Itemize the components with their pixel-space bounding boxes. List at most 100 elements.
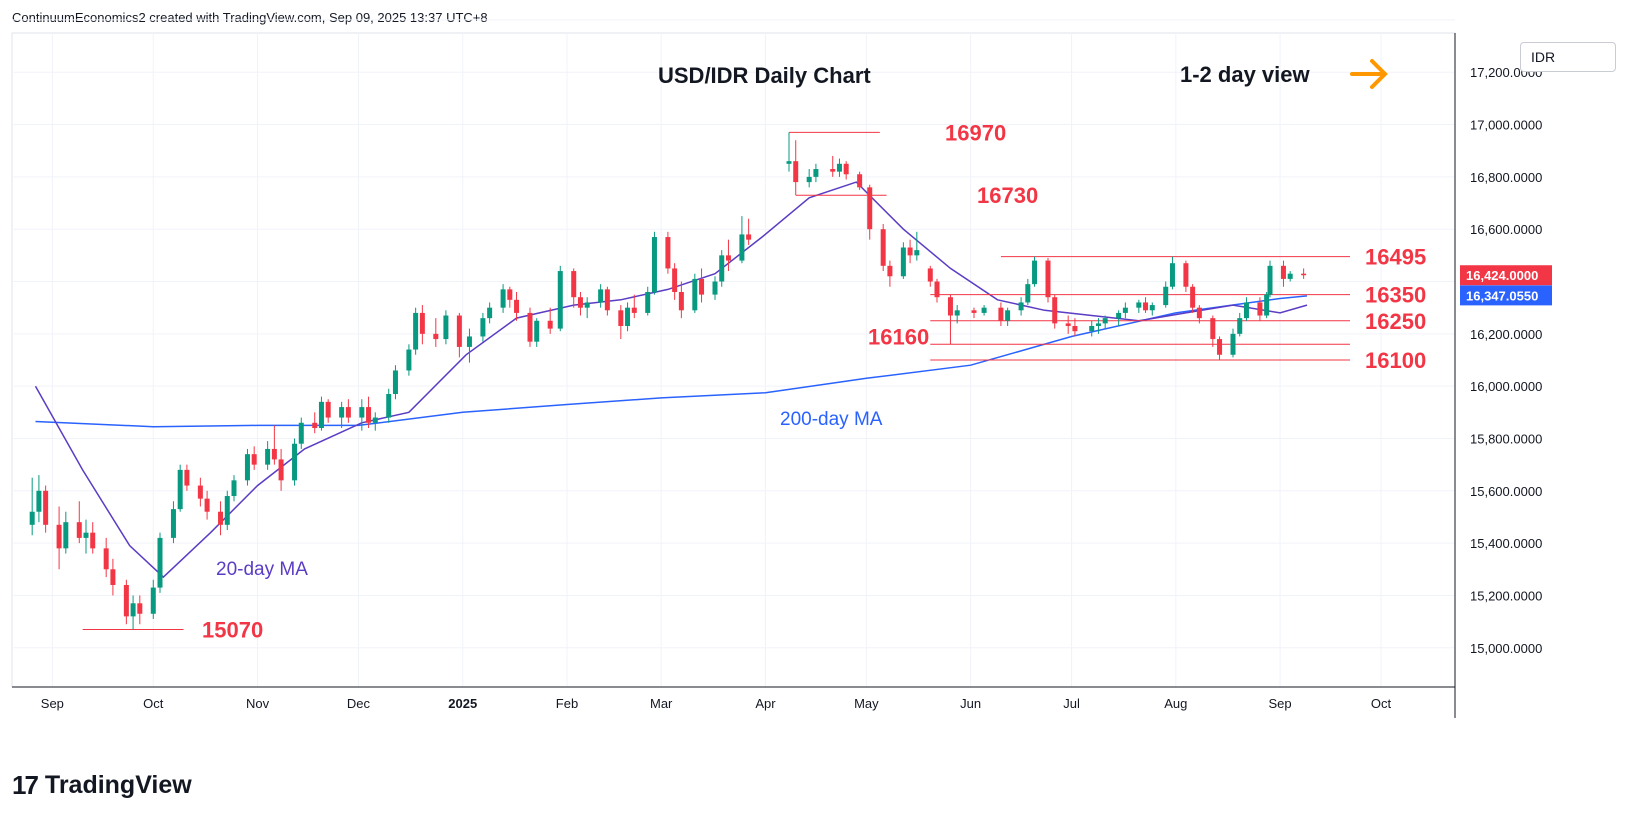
candle-body: [857, 174, 863, 188]
candle-body: [1089, 325, 1095, 332]
tradingview-wordmark: TradingView: [44, 771, 192, 799]
candle-body: [678, 291, 684, 311]
candle-body: [480, 318, 486, 337]
candle-body: [867, 187, 873, 230]
chart-grid: [11, 19, 1456, 688]
candle-body: [1102, 318, 1108, 324]
x-tick-label: Sep: [1269, 696, 1292, 711]
candle-body: [110, 569, 116, 585]
candle-body: [1025, 284, 1031, 303]
candle-body: [1149, 305, 1155, 311]
candle-body: [318, 401, 324, 429]
candle-body: [231, 480, 237, 497]
level-label: 16970: [945, 120, 1006, 145]
candle-body: [907, 247, 913, 256]
candle-body: [339, 407, 345, 418]
candle-body: [786, 161, 792, 164]
candle-body: [1122, 307, 1128, 313]
ma-price-label: 16,347.0550: [1466, 288, 1538, 303]
candle-body: [719, 255, 725, 282]
last-price-label: 16,424.0000: [1466, 268, 1538, 283]
ma20-line: [34, 181, 1308, 579]
candle-body: [1163, 286, 1169, 306]
candle-body: [914, 250, 920, 256]
candle-body: [1143, 302, 1149, 311]
candle-body: [1183, 263, 1189, 287]
arrow-right-icon: [1350, 59, 1388, 89]
candle-body: [197, 485, 203, 499]
candle-body: [813, 169, 819, 177]
candle-body: [265, 448, 271, 465]
candle-body: [419, 312, 425, 334]
candle-body: [843, 163, 849, 175]
candle-body: [1136, 302, 1142, 308]
candle-body: [170, 509, 176, 538]
candle-body: [645, 291, 651, 313]
candle-body: [739, 234, 745, 261]
x-tick-label: Mar: [650, 696, 673, 711]
candle-body: [271, 448, 277, 460]
x-tick-label: Feb: [556, 696, 578, 711]
y-tick-label: 15,400.0000: [1470, 536, 1542, 551]
candle-body: [1045, 260, 1051, 298]
x-tick-label: Aug: [1164, 696, 1187, 711]
candle-body: [665, 237, 671, 269]
candle-body: [1210, 318, 1216, 340]
candle-body: [150, 587, 156, 614]
candle-body: [298, 422, 304, 444]
chart-subtitle: 1-2 day view: [1180, 62, 1311, 87]
candle-body: [278, 459, 284, 481]
candle-body: [292, 443, 298, 481]
candle-body: [244, 454, 250, 481]
arrow-right-stroke: [1350, 59, 1388, 89]
ma20-annotation: 20-day MA: [216, 559, 308, 580]
time-axis: Sep Oct Nov Dec 2025 Feb Mar Apr May Jun Jul Aug Sep…: [12, 686, 1455, 711]
level-label: 16730: [977, 183, 1038, 208]
candle-series: [29, 132, 1307, 630]
level-label: 16250: [1365, 309, 1426, 334]
y-tick-label: 15,200.0000: [1470, 588, 1542, 603]
candle-body: [604, 289, 610, 311]
x-tick-label: 2025: [448, 696, 477, 711]
candle-body: [1095, 323, 1101, 326]
candle-body: [507, 289, 513, 300]
candle-body: [631, 307, 637, 313]
tradingview-mark: 17: [12, 770, 39, 800]
x-tick-label: Oct: [1371, 696, 1392, 711]
level-label: 16350: [1365, 283, 1426, 308]
candle-body: [312, 422, 318, 429]
y-tick-label: 15,600.0000: [1470, 484, 1542, 499]
tradingview-logo[interactable]: 17 TradingView: [12, 770, 192, 801]
candle-body: [204, 498, 210, 512]
candle-body: [577, 297, 583, 308]
candle-body: [1116, 312, 1122, 319]
candle-body: [184, 469, 190, 486]
candle-body: [692, 278, 698, 311]
candle-body: [1257, 302, 1263, 316]
candle-body: [90, 532, 96, 549]
level-label: 16100: [1365, 348, 1426, 373]
candle-body: [251, 454, 257, 465]
x-tick-label: Sep: [41, 696, 64, 711]
currency-label[interactable]: IDR: [1520, 42, 1616, 72]
candle-body: [598, 289, 604, 303]
x-tick-label: Oct: [143, 696, 164, 711]
x-tick-label: Apr: [755, 696, 776, 711]
candle-body: [618, 310, 624, 326]
candle-body: [557, 271, 563, 329]
y-tick-label: 16,800.0000: [1470, 170, 1542, 185]
level-label: 15070: [202, 617, 263, 642]
y-tick-label: 16,000.0000: [1470, 379, 1542, 394]
candle-body: [1018, 302, 1024, 311]
candle-body: [1065, 323, 1071, 326]
candle-body: [83, 532, 89, 538]
candle-body: [954, 310, 960, 316]
y-tick-label: 15,800.0000: [1470, 431, 1542, 446]
candle-body: [971, 310, 977, 313]
candle-body: [900, 247, 906, 277]
candle-body: [793, 161, 799, 183]
candle-body: [534, 320, 540, 342]
x-tick-label: Jun: [960, 696, 981, 711]
candle-body: [43, 490, 49, 525]
